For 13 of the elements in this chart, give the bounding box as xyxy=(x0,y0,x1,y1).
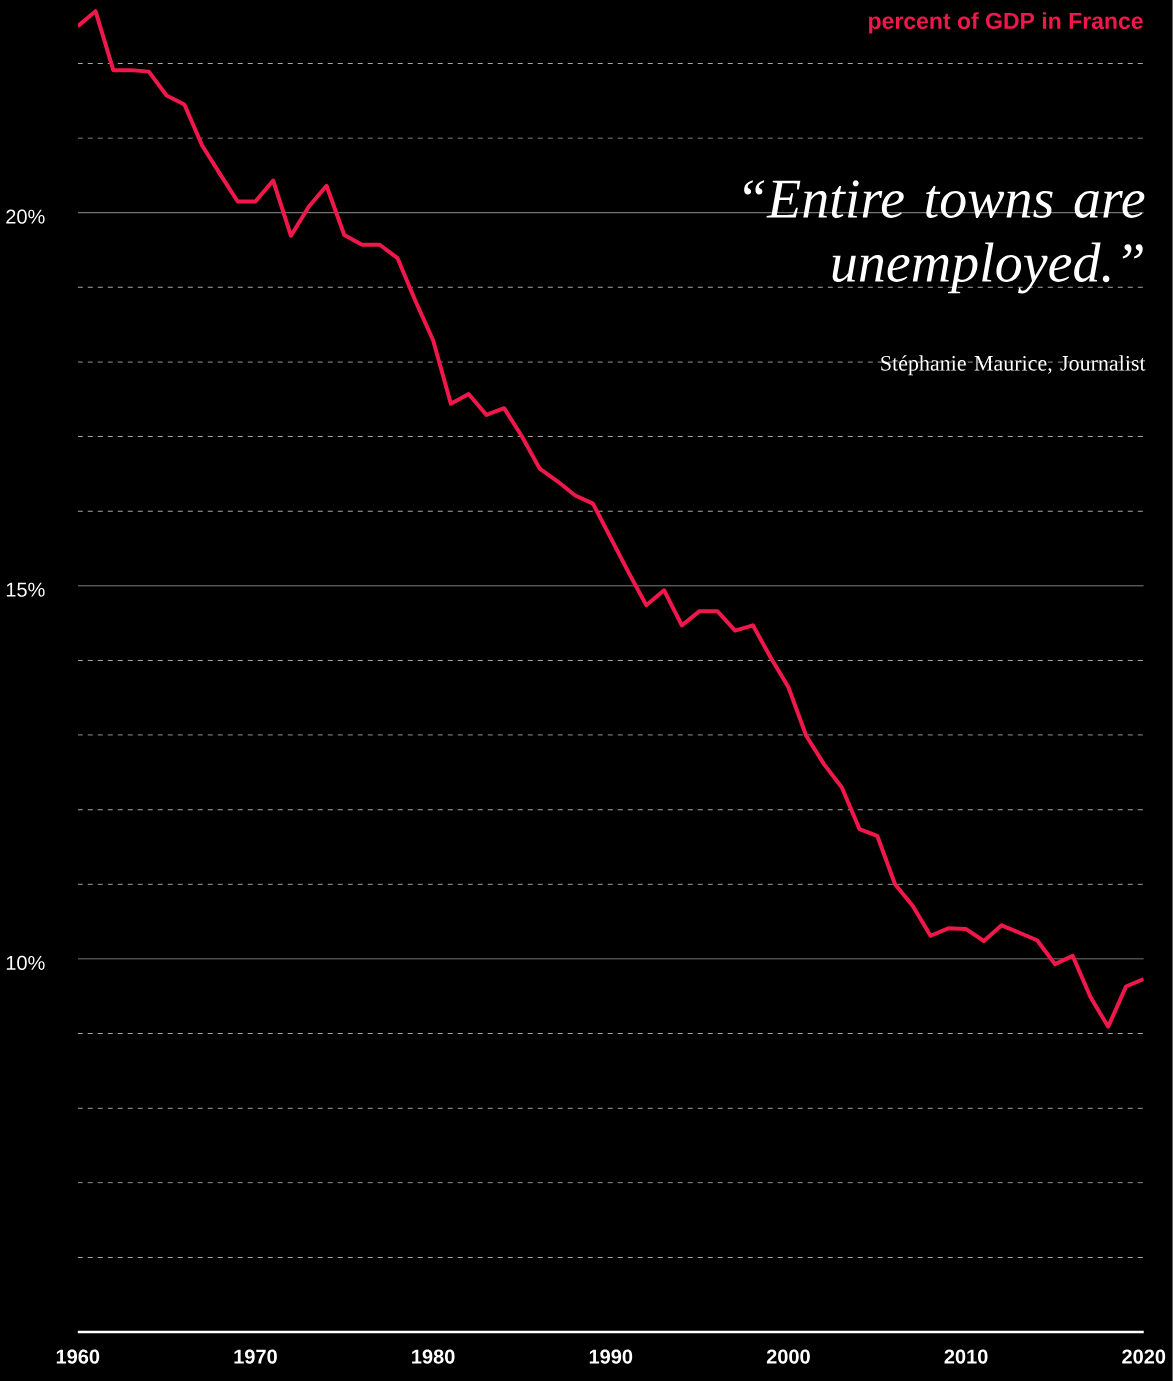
y-tick-label: 15% xyxy=(6,582,45,597)
x-tick-label: 1970 xyxy=(234,1349,277,1364)
x-tick-label: 2000 xyxy=(766,1349,810,1364)
chart-title: percent of GDP in France xyxy=(869,12,1143,34)
annotation: Stéphanie Maurice, Journalist xyxy=(881,355,1146,376)
annotation: “Entire towns are unemployed.” xyxy=(744,180,1145,294)
x-tick-label: 1960 xyxy=(56,1349,100,1364)
x-tick-label: 1990 xyxy=(589,1349,633,1364)
y-tick-label: 10% xyxy=(6,955,45,970)
y-tick-label: 20% xyxy=(6,209,45,224)
x-tick-label: 2020 xyxy=(1122,1349,1166,1364)
x-tick-label: 2010 xyxy=(944,1349,988,1364)
x-tick-label: 1980 xyxy=(412,1349,455,1364)
